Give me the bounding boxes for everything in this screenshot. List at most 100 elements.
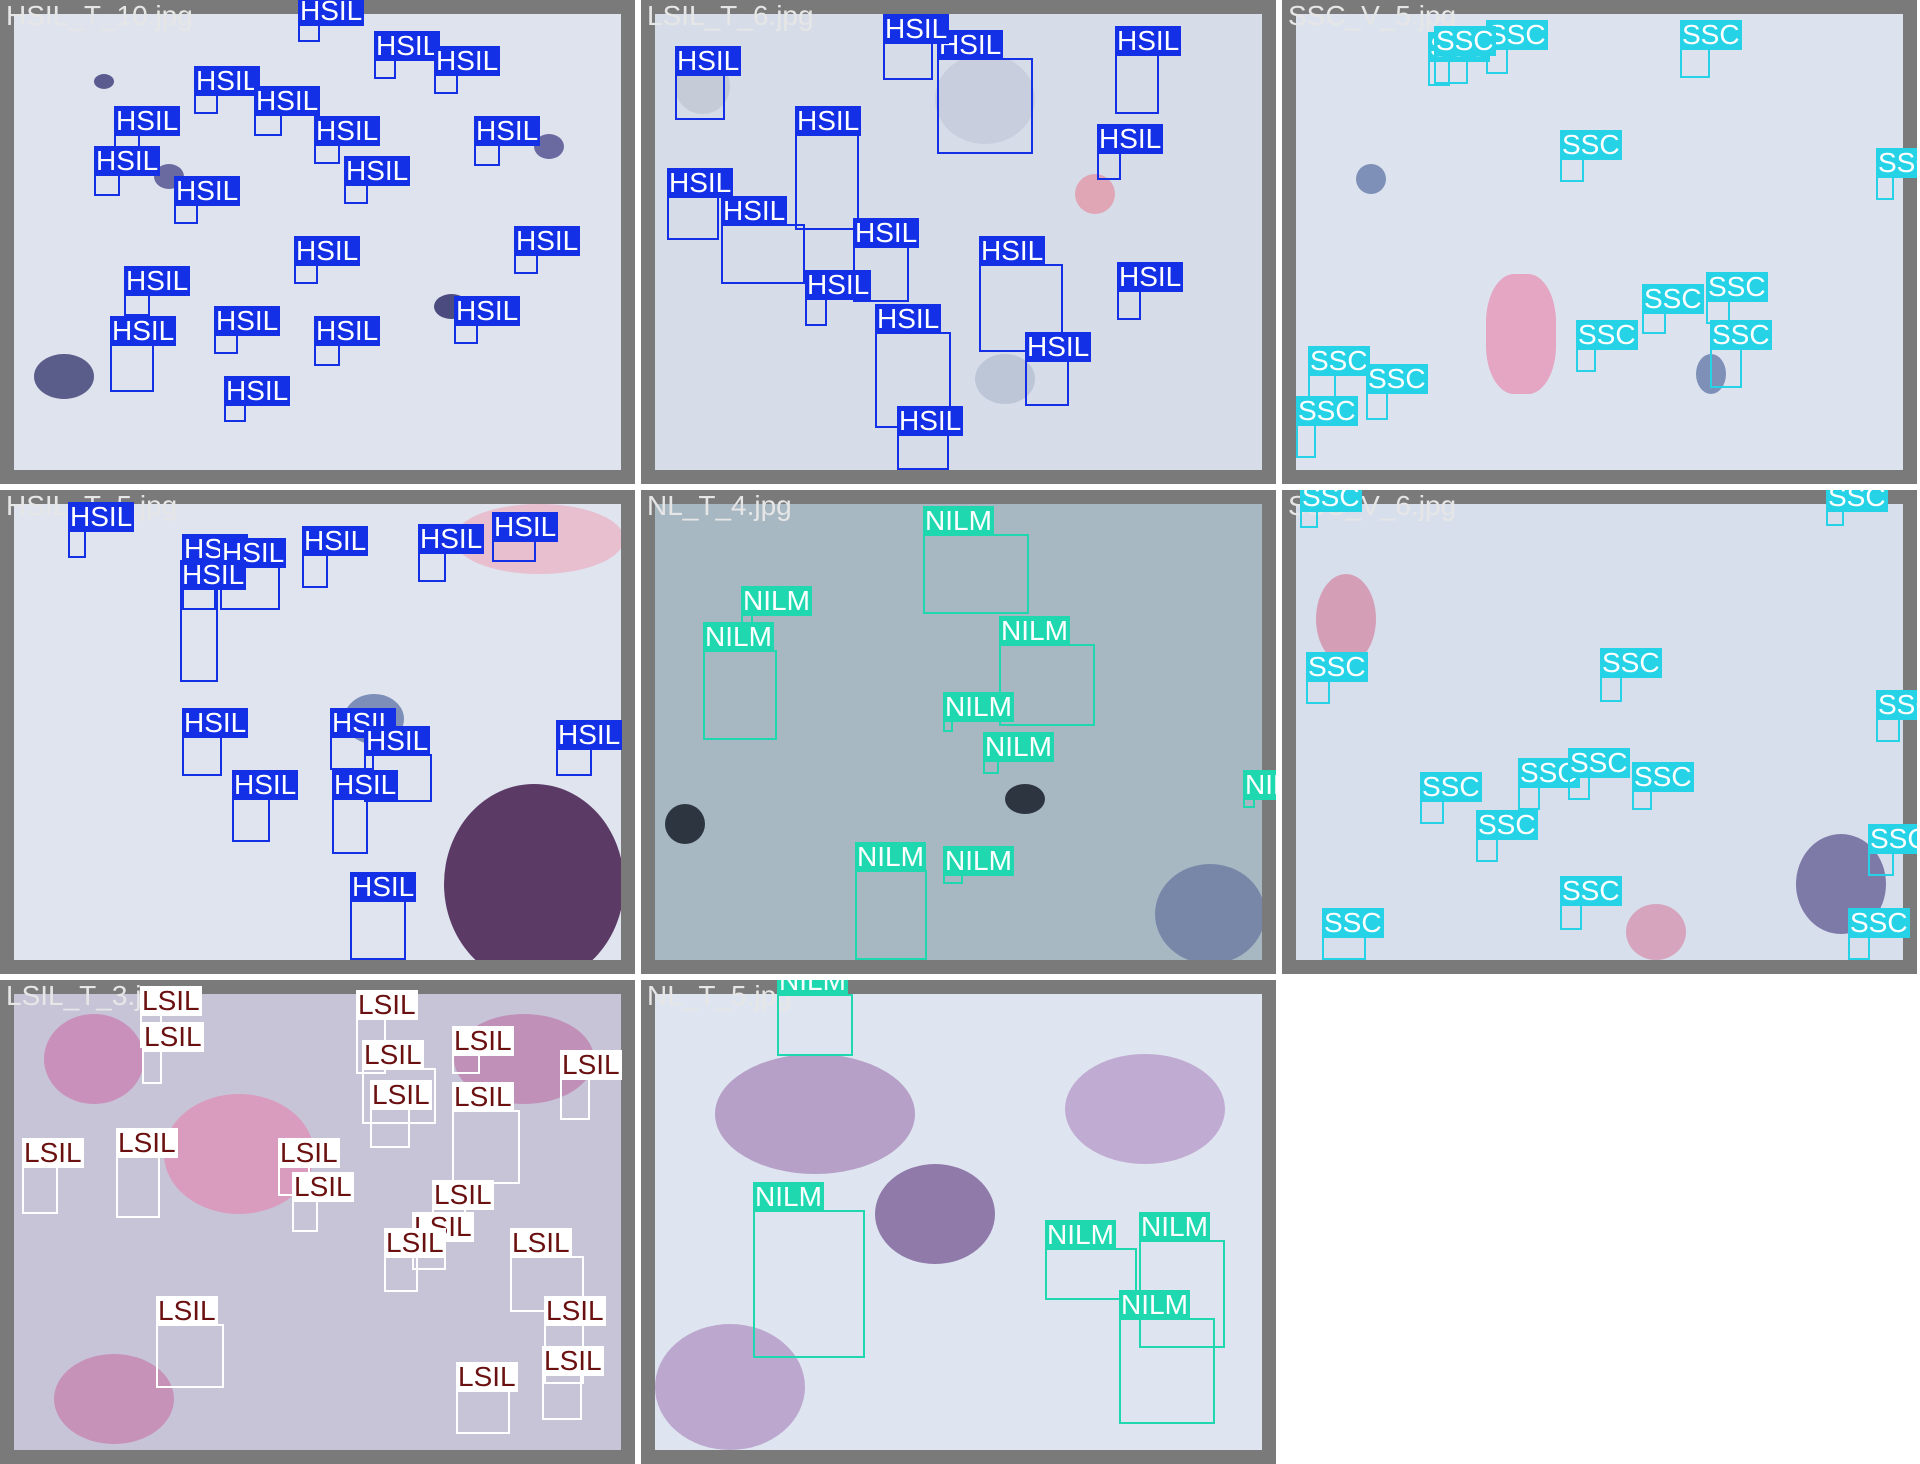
detection-label: LSIL [452,1081,514,1112]
detection-label: SSC [1306,651,1368,682]
detection-label: HSIL [1117,261,1184,292]
detection-label: LSIL [544,1295,606,1326]
detection-box: SSC [1434,26,1496,84]
detection-label: SSC [1296,395,1358,426]
detection-label: SSC [1568,747,1630,778]
detection-label: HSIL [514,225,581,256]
detection-box: SSC [1710,320,1772,388]
detection-label: SSC [1710,319,1772,350]
detection-label: HSIL [182,707,249,738]
detection-box: SSC [1300,490,1362,528]
detection-label: HSIL [364,725,431,756]
detection-label: SSC [1366,363,1428,394]
image-filename: LSIL_T_6.jpg [647,0,814,31]
detection-label: HSIL [224,375,291,406]
detection-label: HSIL [897,405,964,436]
detection-box: HSIL [675,46,742,120]
detection-box: HSIL [314,116,381,164]
detection-box: HSIL [302,526,369,588]
detection-label: LSIL [456,1361,518,1392]
detection-box: SSC [1560,876,1622,930]
detection-label: HSIL [174,175,241,206]
detection-label: NILM [753,1181,824,1212]
detection-box: SSC [1568,748,1630,800]
detection-label: LSIL [156,1295,218,1326]
detections-layer: HSIL HSIL HSIL HSIL HSIL HSIL HSIL HSIL … [655,14,1262,470]
detection-box: HSIL [314,316,381,366]
detections-layer: HSIL HSIL HSIL HSIL HSIL HSIL HSIL HSIL … [14,0,621,470]
detection-box: LSIL [142,1022,204,1084]
detection-box: LSIL [356,990,418,1074]
micrograph-image [655,14,1262,470]
detection-label: HSIL [314,315,381,346]
detection-label: SSC [1420,771,1482,802]
detection-label: HSIL [110,315,177,346]
detection-label: LSIL [370,1079,432,1110]
detection-box: SSC [1848,908,1910,960]
detection-box: HSIL [474,116,541,166]
detection-label: NILM [999,615,1070,646]
detection-box: HSIL [667,168,734,240]
detection-label: HSIL [667,167,734,198]
detection-box: SSC [1876,148,1917,200]
detection-label: NILM [741,585,812,616]
detection-box: LSIL [452,1082,520,1184]
detection-box: HSIL [364,726,432,802]
detection-box: HSIL [795,106,862,230]
detection-box: HSIL [897,406,964,470]
detection-label: SSC [1600,647,1662,678]
detections-layer: SSC SSC SSC SSC SSC SSC SSC SSC SSC SSC … [1296,490,1917,960]
detection-box: HSIL [194,66,261,114]
detection-box: HSIL [124,266,191,316]
detection-label: SSC [1642,283,1704,314]
detection-box: SSC [1308,346,1370,406]
image-filename: HSIL_T_10.jpg [6,0,193,31]
detection-label: HSIL [214,305,281,336]
detection-label: LSIL [116,1127,178,1158]
detection-box: HSIL [114,106,181,156]
detection-box: HSIL [298,0,365,42]
detection-label: HSIL [721,195,788,226]
detections-layer: NILM NILM NILM NILM NILM [655,980,1262,1450]
detection-label: HSIL [374,30,441,61]
detection-box: SSC [1296,396,1358,458]
detection-box: HSIL [979,236,1063,352]
detection-box: LSIL [542,1346,604,1420]
detection-label: SSC [1486,19,1548,50]
detection-box: HSIL [514,226,581,274]
detection-label: HSIL [556,719,623,750]
detection-label: HSIL [795,105,862,136]
detection-box: SSC [1868,824,1917,876]
detection-label: HSIL [805,269,872,300]
detection-box: HSIL [434,46,501,94]
detection-box: SSC [1680,20,1742,78]
detection-box: SSC [1576,320,1638,372]
detection-label: HSIL [180,559,247,590]
detection-box: NILM [943,846,1014,884]
detection-box: HSIL [1025,332,1092,406]
detection-label: HSIL [474,115,541,146]
detection-label: SSC [1876,690,1917,720]
detection-label: HSIL [1115,25,1182,56]
detection-label: HSIL [492,511,559,542]
micrograph-image [655,504,1262,960]
detection-label: LSIL [452,1025,514,1056]
detection-box: HSIL [224,376,291,422]
detection-box: NILM [943,692,1014,732]
detection-box: NILM [703,622,777,740]
detection-box: LSIL [156,1296,224,1388]
detection-label: NILM [703,621,774,652]
detection-box: NILM [855,842,927,960]
detection-label: HSIL [1025,331,1092,362]
detection-label: HSIL [94,145,161,176]
detection-label: LSIL [278,1137,340,1168]
detection-box: SSC [1476,810,1538,862]
detection-label: LSIL [432,1179,494,1210]
detection-label: SSC [1476,809,1538,840]
detection-label: HSIL [454,295,521,326]
detection-box: NILM [741,586,812,626]
detection-box: HSIL [1117,262,1184,320]
detection-box: HSIL [332,770,399,854]
detection-label: SSC [1826,490,1888,512]
detection-label: SSC [1434,25,1496,56]
